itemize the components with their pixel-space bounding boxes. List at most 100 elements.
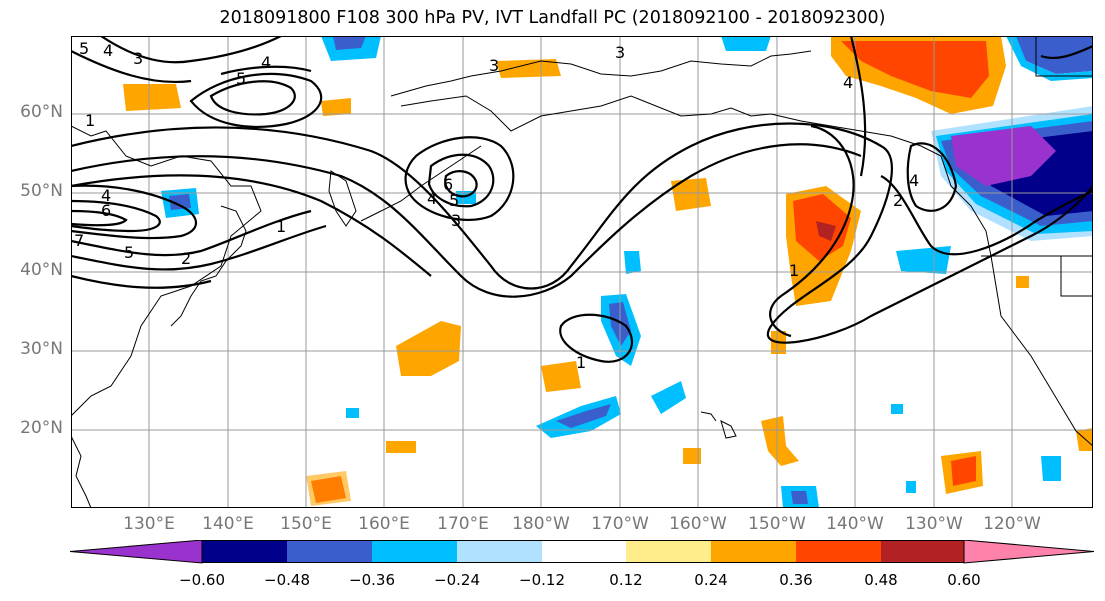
contour-nw-high2	[209, 80, 296, 116]
contour-w-s2	[71, 224, 327, 271]
contour-label: 4	[843, 73, 853, 92]
colorbar-tick: 0.48	[864, 571, 898, 589]
colorbar-bin	[202, 540, 287, 563]
shade-ne-red	[841, 41, 989, 98]
shade-mid-neg4	[624, 251, 641, 274]
contour-label: 1	[85, 111, 95, 130]
contour-label: 7	[74, 231, 84, 250]
shade-goa-darkred	[816, 221, 836, 241]
colorbar-bin	[372, 540, 457, 563]
lon-label-160w: 160°W	[669, 514, 727, 534]
shade-small-neg-c	[906, 481, 916, 493]
shade-top-neg2	[721, 36, 771, 51]
map-title: 2018091800 F108 300 hPa PV, IVT Landfall…	[219, 8, 886, 28]
contour-label: 1	[276, 217, 286, 236]
pv-contours	[71, 36, 1093, 363]
colorbar-arrow-left	[70, 540, 203, 564]
lat-label-40n: 40°N	[20, 260, 63, 280]
colorbar-tick: −0.36	[349, 571, 395, 589]
contour-goa-trough	[849, 36, 867, 177]
shade-bc-purple	[951, 126, 1056, 186]
colorbar-frame	[201, 540, 965, 563]
contour-label: 3	[451, 211, 461, 230]
map-panel: 5 4 3 5 4 1 3 3 4 6 5 4 3 6 5 7 4 2 1 4 …	[71, 36, 1093, 508]
lon-label-140w: 140°W	[826, 514, 884, 534]
contour-label: 3	[133, 49, 143, 68]
map-frame	[71, 36, 1093, 508]
contour-label: 6	[443, 175, 453, 194]
contour-bc-ridge	[906, 142, 958, 212]
contour-label: 5	[79, 39, 89, 58]
shade-aleut-orange	[496, 59, 561, 78]
contour-aleut-low	[404, 136, 515, 221]
contour-label: 3	[615, 43, 625, 62]
contour-label: 3	[489, 56, 499, 75]
contour-w-low	[71, 184, 198, 240]
contour-w-s	[71, 209, 312, 257]
shade-se-red	[951, 456, 976, 486]
shade-west-neg-blue	[169, 194, 191, 210]
contour-ne-top	[1040, 44, 1093, 60]
shade-se-neg2-blue	[791, 491, 808, 504]
lon-label-170e: 170°E	[437, 514, 489, 534]
contour-label: 5	[449, 191, 459, 210]
contour-label: 2	[181, 249, 191, 268]
shade-160e-orange	[396, 321, 461, 376]
contour-top2	[71, 50, 192, 84]
contour-top	[100, 36, 282, 64]
shade-mid-pos1	[541, 361, 581, 392]
shade-west1	[123, 84, 181, 111]
colorbar-tick: −0.60	[179, 571, 225, 589]
lon-label-130e: 130°E	[123, 514, 175, 534]
lat-label-30n: 30°N	[20, 339, 63, 359]
colorbar-tick: −0.12	[519, 571, 565, 589]
lat-label-60n: 60°N	[20, 102, 63, 122]
contour-nw-4	[220, 65, 312, 76]
colorbar-bin	[881, 540, 964, 563]
colorbar-tick: 0.12	[609, 571, 643, 589]
shade-topright-blue	[1011, 36, 1093, 74]
contour-label: 1	[576, 353, 586, 372]
contour-label: 5	[124, 243, 134, 262]
lat-label-50n: 50°N	[20, 181, 63, 201]
lon-label-130w: 130°W	[905, 514, 963, 534]
colorbar-bin	[457, 540, 542, 563]
contour-w-s3	[71, 274, 212, 289]
contour-w-low2	[71, 199, 161, 233]
colorbar-bin	[287, 540, 372, 563]
colorbar-arrow-right	[963, 540, 1095, 564]
colorbar-tick: 0.36	[779, 571, 813, 589]
shade-mid-neg2-blue	[556, 404, 611, 428]
lon-label-120w: 120°W	[983, 514, 1041, 534]
contour-2	[71, 143, 862, 298]
map-svg: 5 4 3 5 4 1 3 3 4 6 5 4 3 6 5 7 4 2 1 4 …	[71, 36, 1093, 508]
contour-label: 4	[909, 171, 919, 190]
shade-east-edge-pos	[1076, 428, 1093, 451]
contour-label: 2	[893, 191, 903, 210]
lon-label-170w: 170°W	[591, 514, 649, 534]
contour-bc-east	[880, 175, 1093, 256]
colorbar-bin	[796, 540, 881, 563]
contour-1-main	[71, 122, 1093, 344]
shade-se-neg	[1041, 456, 1061, 481]
lon-label-150e: 150°E	[280, 514, 332, 534]
contour-aleut-low3	[444, 170, 478, 198]
contour-goa-loop	[769, 124, 855, 338]
contour-label: 1	[789, 261, 799, 280]
shade-mid-pos3	[761, 416, 799, 466]
contour-mid-1	[559, 313, 633, 363]
contour-w-low3	[71, 209, 128, 227]
contour-3	[71, 174, 432, 277]
contour-label: 5	[236, 69, 246, 88]
contour-nw-high	[189, 72, 323, 128]
shade-small-neg-a	[346, 408, 359, 418]
shade-far-east-pos	[1016, 276, 1029, 288]
colorbar-tick: −0.24	[434, 571, 480, 589]
shade-small-neg-b	[891, 404, 903, 414]
coastlines	[71, 36, 1093, 508]
colorbar-bin	[626, 540, 711, 563]
contour-label: 4	[103, 41, 113, 60]
colorbar-bin	[542, 540, 626, 563]
lon-label-180w: 180°W	[512, 514, 570, 534]
contour-label: 6	[101, 201, 111, 220]
